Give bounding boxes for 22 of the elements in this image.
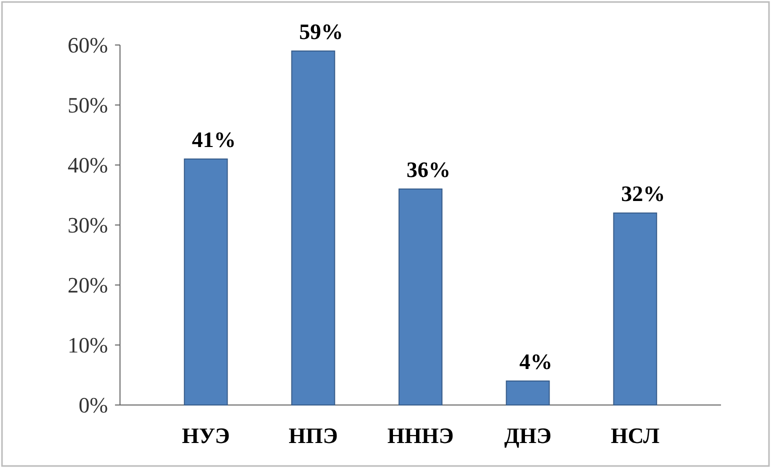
y-tick-label: 0% — [78, 392, 108, 418]
y-tick-label: 60% — [68, 32, 108, 58]
y-tick-label: 30% — [68, 212, 108, 238]
bar — [613, 212, 658, 406]
data-label: 59% — [299, 19, 344, 44]
data-label: 4% — [519, 349, 552, 374]
x-tick-label: НУЭ — [182, 423, 230, 448]
data-label: 36% — [406, 157, 450, 182]
data-label: 32% — [621, 181, 666, 206]
bar — [398, 188, 442, 406]
bar — [506, 380, 550, 406]
y-tick-label: 50% — [68, 92, 108, 118]
y-tick-label: 20% — [68, 272, 108, 298]
x-tick-label: ДНЭ — [504, 423, 552, 448]
data-label: 41% — [192, 127, 236, 152]
bar — [184, 158, 228, 406]
x-tick-label: НСЛ — [610, 423, 660, 448]
x-tick-label: НННЭ — [387, 423, 454, 448]
y-tick-label: 40% — [68, 152, 108, 178]
y-tick-label: 10% — [68, 332, 108, 358]
x-tick-label: НПЭ — [288, 423, 338, 448]
bar — [291, 50, 336, 406]
